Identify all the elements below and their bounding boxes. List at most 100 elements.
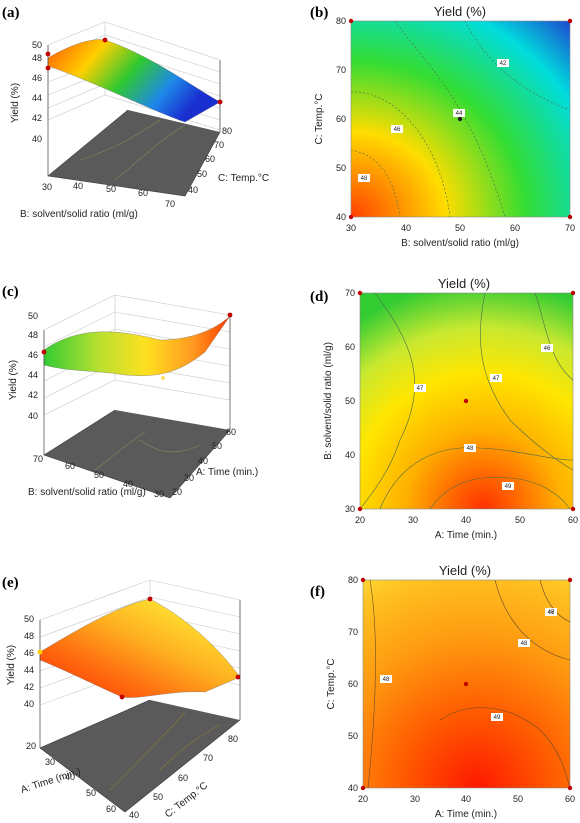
x-ticks: 20 30 40 50 60 xyxy=(355,515,578,525)
tick: 60 xyxy=(336,114,346,124)
design-point xyxy=(161,376,165,380)
z-axis-label: Yield (%) xyxy=(8,360,19,400)
x-axis-label: A: Time (min.) xyxy=(435,530,497,541)
panel-a: (a) 40 42 44 46 48 50 Yield (%) xyxy=(2,5,269,220)
tick: 50 xyxy=(32,40,42,50)
z-ticks: 40 42 44 46 48 50 xyxy=(24,614,34,709)
contour-label: 48 xyxy=(383,677,390,683)
z-axis-label: Yield (%) xyxy=(10,83,21,123)
tick: 40 xyxy=(461,794,471,804)
response-surface xyxy=(39,598,241,698)
design-point xyxy=(348,214,354,220)
floor-contour-plane xyxy=(40,700,240,812)
chart-title: Yield (%) xyxy=(439,563,491,578)
tick: 70 xyxy=(348,627,358,637)
tick: 60 xyxy=(348,679,358,689)
tick: 50 xyxy=(212,441,222,451)
tick: 40 xyxy=(336,212,346,222)
tick: 50 xyxy=(153,792,163,802)
tick: 80 xyxy=(348,575,358,585)
x-axis-label: A: Time (min.) xyxy=(435,809,497,820)
tick: 30 xyxy=(184,473,194,483)
tick: 20 xyxy=(172,487,182,497)
z-axis-label: Yield (%) xyxy=(6,645,17,685)
contour-labels: 46 47 48 48 49 xyxy=(380,608,557,721)
contour-label: 48 xyxy=(361,176,368,182)
x-ticks: 30 40 50 60 70 xyxy=(346,223,575,233)
tick: 60 xyxy=(106,804,116,814)
contour-label: 49 xyxy=(505,484,512,490)
tick: 46 xyxy=(28,350,38,360)
contour-label: 48 xyxy=(467,446,474,452)
tick: 42 xyxy=(24,682,34,692)
y-axis-label: A: Time (min.) xyxy=(196,467,258,478)
floor-contour-plane xyxy=(44,410,230,498)
design-points xyxy=(357,290,576,512)
design-point xyxy=(45,51,51,57)
x-axis-label: B: solvent/solid ratio (ml/g) xyxy=(28,487,146,498)
panel-label: (a) xyxy=(2,5,20,21)
contour-label: 46 xyxy=(394,127,401,133)
contour-label-box xyxy=(358,174,370,182)
contour-label-box xyxy=(453,109,465,117)
design-point xyxy=(348,18,354,24)
tick: 50 xyxy=(336,163,346,173)
tick: 20 xyxy=(26,741,36,751)
tick: 40 xyxy=(73,181,83,191)
contour-label: 46 xyxy=(544,346,551,352)
design-point xyxy=(45,65,51,71)
floor-contour-plane xyxy=(48,110,220,196)
z-ticks: 40 42 44 46 48 50 xyxy=(28,311,38,421)
y-axis-label: C: Temp.°C xyxy=(326,658,337,709)
contour-label-box xyxy=(391,125,403,133)
tick: 20 xyxy=(358,794,368,804)
contour-lines xyxy=(367,579,571,789)
tick: 30 xyxy=(346,223,356,233)
tick: 70 xyxy=(336,65,346,75)
tick: 40 xyxy=(24,699,34,709)
box-edges xyxy=(43,315,231,499)
tick: 40 xyxy=(345,450,355,460)
x-axis-label: B: solvent/solid ratio (ml/g) xyxy=(401,238,519,249)
tick: 48 xyxy=(24,631,34,641)
design-point xyxy=(570,506,576,512)
tick: 50 xyxy=(345,396,355,406)
y-ticks: 40 50 60 70 80 xyxy=(188,126,232,195)
design-point xyxy=(567,214,573,220)
tick: 30 xyxy=(408,515,418,525)
design-points xyxy=(37,596,241,700)
tick: 70 xyxy=(345,288,355,298)
tick: 30 xyxy=(42,182,52,192)
tick: 40 xyxy=(28,411,38,421)
design-point xyxy=(235,674,241,680)
tick: 30 xyxy=(345,504,355,514)
x-axis-label: C: Temp.°C xyxy=(163,780,210,820)
contour-label-box xyxy=(380,675,392,683)
response-surface xyxy=(43,315,231,376)
tick: 60 xyxy=(138,188,148,198)
x-axis-label: B: solvent/solid ratio (ml/g) xyxy=(20,209,138,220)
contour-label-box xyxy=(490,374,502,382)
tick: 80 xyxy=(222,126,232,136)
panel-label: (e) xyxy=(2,575,19,591)
tick: 60 xyxy=(565,794,575,804)
contour-label: 49 xyxy=(494,715,501,721)
tick: 80 xyxy=(228,734,238,744)
contour-label-box xyxy=(464,444,476,452)
tick: 70 xyxy=(165,199,175,209)
panel-f: (f) Yield (%) 46 47 48 48 49 20 30 40 50 6… xyxy=(310,563,575,820)
tick: 70 xyxy=(33,454,43,464)
tick: 70 xyxy=(214,140,224,150)
panel-d: (d) Yield (%) 46 47 47 48 49 20 30 40 50 6… xyxy=(310,276,578,541)
y-axis-label: C: Temp.°C xyxy=(314,93,325,144)
design-point xyxy=(567,18,573,24)
contour-label-box xyxy=(414,384,426,392)
tick: 60 xyxy=(65,461,75,471)
panel-label: (b) xyxy=(310,5,328,21)
contour-label-box xyxy=(541,344,553,352)
design-points xyxy=(45,37,223,105)
tick: 42 xyxy=(28,390,38,400)
y-axis-label: B: solvent/solid ratio (ml/g) xyxy=(323,342,334,460)
